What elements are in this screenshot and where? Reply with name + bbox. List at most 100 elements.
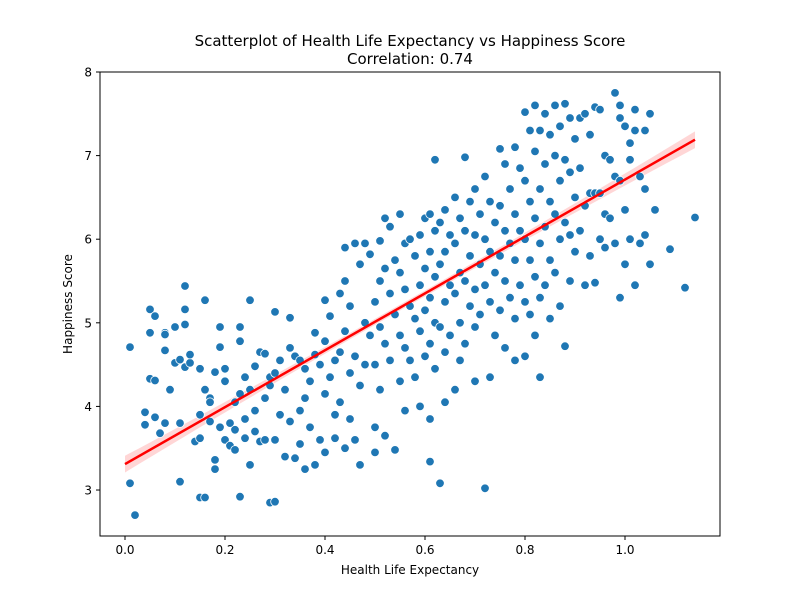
data-point [510,209,520,219]
data-point [385,221,395,232]
data-point [325,372,335,382]
data-point [390,445,400,455]
data-point [250,361,260,372]
data-point [560,341,570,351]
data-point [505,184,515,194]
data-point [460,276,470,286]
data-point [345,301,355,311]
data-point [620,121,630,132]
data-point [525,125,535,136]
data-point [475,309,485,320]
data-point [470,230,480,240]
data-point [235,336,245,346]
data-point [460,226,470,236]
y-tick-label: 7 [84,149,92,163]
y-tick-label: 5 [84,316,92,330]
data-point [510,142,520,152]
data-point [430,364,440,374]
data-point [595,234,605,244]
data-point [515,163,525,173]
data-point [150,311,160,321]
data-point [375,236,385,246]
data-point [620,205,630,215]
data-point [570,246,580,257]
x-axis-ticks: 0.0 0.2 0.4 0.6 0.8 1.0 [115,536,635,557]
data-point [335,347,345,357]
data-point [530,330,540,341]
data-point [420,351,430,362]
data-point [315,359,325,370]
data-point [460,339,470,349]
data-point [450,385,460,395]
points-layer [125,88,700,520]
data-point [415,401,425,412]
data-point [495,144,505,154]
data-point [500,343,510,353]
data-point [410,372,420,382]
data-point [650,205,660,215]
data-point [315,435,325,445]
data-point [175,477,185,487]
data-point [160,329,170,340]
data-point [640,230,650,240]
data-point [340,242,350,253]
data-point [420,305,430,316]
data-point [465,196,475,207]
data-point [330,410,340,420]
y-axis-ticks: 3 4 5 6 7 8 [84,66,100,498]
data-point [300,464,310,474]
data-point [175,418,185,428]
data-point [280,385,290,395]
data-point [530,213,540,224]
data-point [225,418,235,428]
data-point [130,510,140,520]
data-point [545,313,555,324]
data-point [360,238,370,249]
data-point [430,226,440,236]
data-point [550,100,560,111]
data-point [590,278,600,288]
data-point [335,288,345,299]
data-point [350,435,360,445]
data-point [210,367,220,377]
data-point [545,196,555,207]
data-point [485,372,495,382]
data-point [665,244,675,254]
data-point [155,428,165,438]
data-point [380,431,390,441]
data-point [230,425,240,435]
x-tick-label: 0.2 [215,543,234,557]
data-point [455,213,465,224]
regression-line-layer [124,138,696,466]
x-tick-label: 0.4 [315,543,334,557]
data-point [470,322,480,332]
data-point [530,272,540,282]
data-point [390,255,400,265]
data-point [625,155,635,165]
data-point [385,355,395,366]
data-point [325,311,335,321]
data-point [395,209,405,219]
data-point [215,422,225,433]
data-point [375,276,385,286]
data-point [525,309,535,320]
data-point [535,238,545,249]
data-point [340,326,350,336]
data-point [545,129,555,140]
data-point [430,155,440,165]
data-point [690,212,700,223]
data-point [480,483,490,494]
data-point [365,249,375,260]
data-point [400,284,410,295]
data-point [195,433,205,443]
data-point [295,405,305,416]
data-point [500,276,510,286]
data-point [495,201,505,211]
data-point [625,234,635,244]
data-point [630,280,640,290]
data-point [270,497,280,507]
data-point [445,280,455,290]
data-point [340,276,350,286]
data-point [195,364,205,374]
data-point [320,447,330,458]
